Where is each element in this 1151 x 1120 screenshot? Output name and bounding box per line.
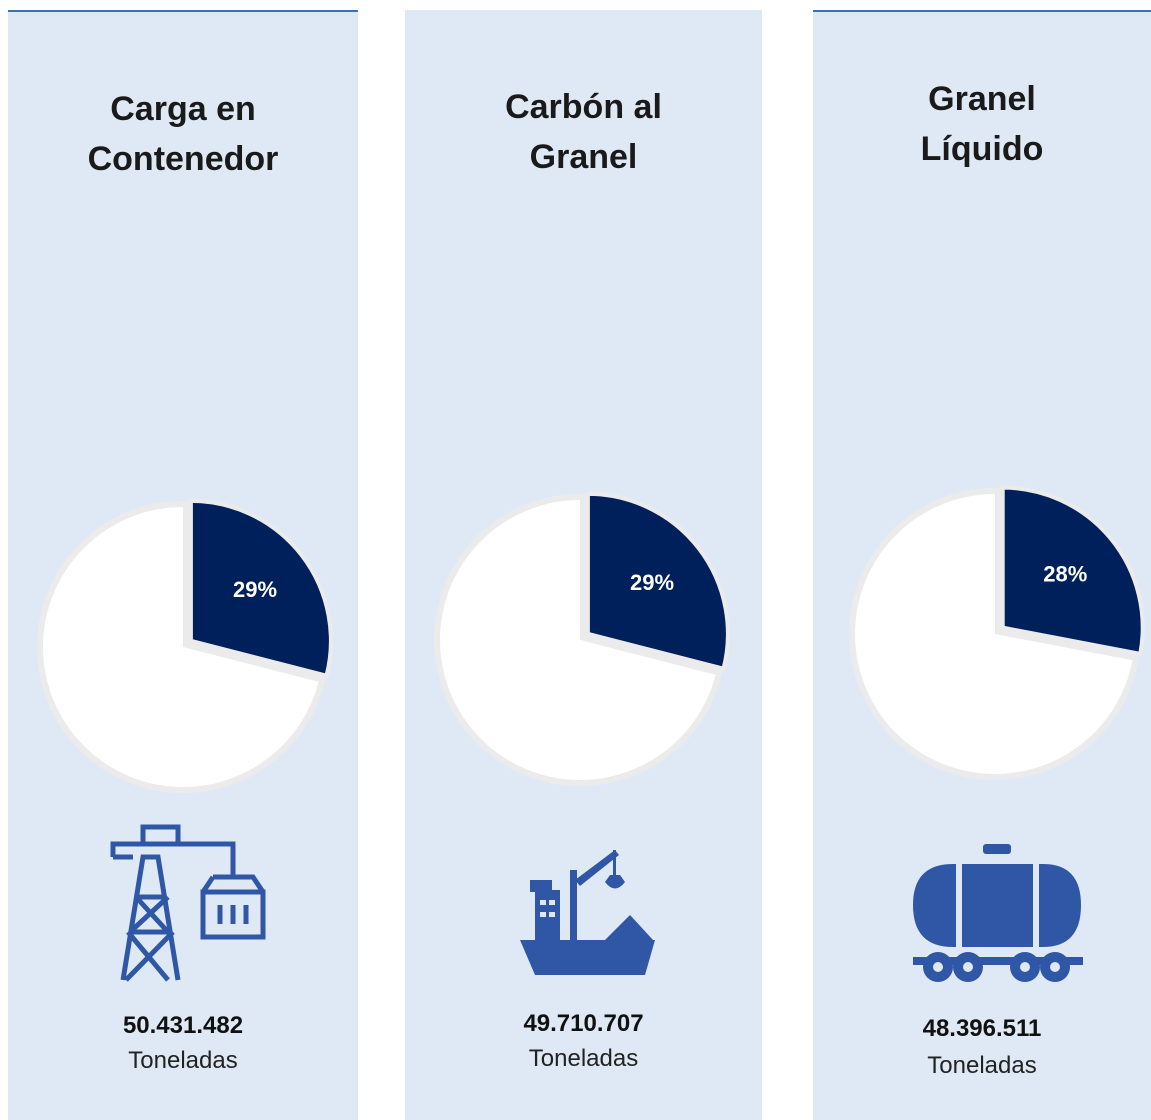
pie-slice bbox=[43, 507, 319, 788]
card-title: Carbón al Granel bbox=[505, 88, 662, 176]
pie-slice bbox=[1000, 485, 1145, 657]
amount: 48.396.511 bbox=[922, 1015, 1042, 1042]
pie-chart: 28% bbox=[849, 485, 1145, 982]
unit: Toneladas bbox=[128, 1047, 238, 1074]
card: Granel Líquido 28% 48.396.511 Toneladas bbox=[813, 10, 1151, 1120]
amount: 50.431.482 bbox=[122, 1012, 244, 1039]
amount: 49.710.707 bbox=[523, 1010, 644, 1037]
unit: Toneladas bbox=[927, 1052, 1037, 1079]
slice-label: 29% bbox=[233, 577, 277, 602]
card-title: Carga en Contenedor bbox=[87, 90, 279, 178]
pie-slice bbox=[855, 494, 1133, 774]
slice-label: 28% bbox=[1043, 562, 1087, 587]
pie-chart: 29% bbox=[37, 498, 333, 982]
pie-slice bbox=[585, 491, 730, 672]
card: Carga en Contenedor 29% 50.431.482 Tonelad… bbox=[8, 10, 358, 1120]
pie-slice bbox=[188, 498, 333, 679]
unit: Toneladas bbox=[528, 1045, 639, 1072]
pie-slice bbox=[440, 500, 716, 781]
card: Carbón al Granel 29% 49.710.707 Toneladas bbox=[405, 10, 762, 1120]
card-title: Granel Líquido bbox=[920, 80, 1044, 168]
pie-chart: 29% bbox=[434, 491, 730, 975]
slice-label: 29% bbox=[630, 570, 674, 595]
